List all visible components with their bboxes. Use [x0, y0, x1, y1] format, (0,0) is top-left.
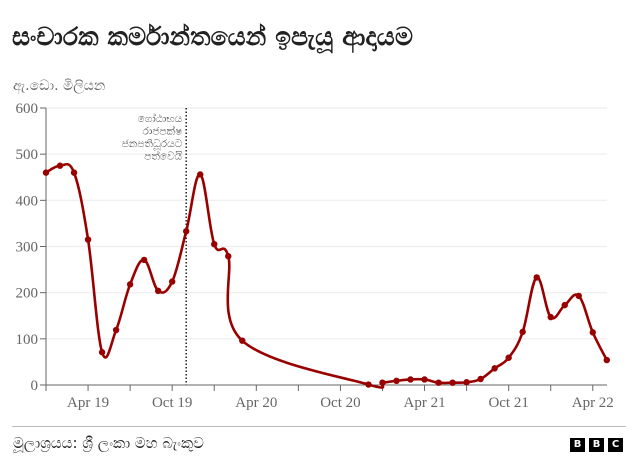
data-point — [547, 313, 554, 321]
data-point — [42, 169, 50, 176]
data-point — [561, 301, 568, 309]
y-tick-label: 300 — [16, 240, 39, 256]
data-point — [239, 337, 246, 344]
annotation-text: රාජපක්ෂ — [143, 123, 183, 137]
annotation-text: ගෝඨාභය — [138, 111, 183, 125]
annotation-text: පත්වෙයි — [144, 148, 182, 162]
data-point — [435, 379, 442, 386]
data-point — [477, 375, 484, 383]
y-tick-label: 600 — [16, 101, 39, 117]
data-point — [70, 169, 78, 176]
y-tick-label: 500 — [16, 147, 39, 163]
y-tick-label: 100 — [16, 332, 39, 348]
data-point — [126, 281, 134, 288]
data-point — [463, 379, 470, 386]
y-axis: 0 100 200 300 400 500 600 — [16, 101, 47, 394]
bbc-logo: B B C — [570, 438, 623, 452]
x-tick-label: Apr 19 — [67, 395, 109, 411]
data-point — [98, 349, 106, 356]
data-point — [154, 287, 162, 295]
data-point — [365, 381, 372, 388]
x-tick-label: Oct 20 — [320, 395, 360, 411]
x-tick-label: Oct 21 — [488, 395, 528, 411]
annotation-text: ජනපතිධූරයට — [122, 138, 183, 150]
data-point — [140, 256, 148, 264]
source-text: මූලාශ්‍රයය: ශ්‍රී ලංකා මහ බැංකුව — [13, 434, 204, 452]
bbc-logo-letter: C — [608, 438, 623, 452]
x-tick-label: Apr 21 — [404, 395, 446, 411]
data-point — [211, 240, 218, 248]
data-point — [449, 379, 456, 386]
footer-divider — [12, 426, 626, 427]
line-chart: 0 100 200 300 400 500 600 Apr 19 Oct 19 Apr 20 Oc… — [16, 101, 614, 411]
data-point — [575, 292, 582, 300]
data-point — [421, 376, 428, 383]
y-tick-label: 200 — [16, 286, 39, 302]
y-axis-unit-label: ඇ.ඩො. මිලියන — [13, 78, 106, 94]
data-point — [168, 278, 176, 285]
bbc-logo-letter: B — [570, 438, 585, 452]
data-point — [84, 236, 92, 243]
bbc-logo-letter: B — [589, 438, 604, 452]
data-point — [603, 356, 610, 364]
data-point — [379, 379, 386, 386]
y-tick-label: 400 — [16, 193, 39, 209]
data-point — [533, 274, 540, 281]
data-point — [393, 377, 400, 385]
data-point — [407, 376, 414, 383]
data-point — [519, 328, 526, 336]
chart-title: සංචාරක කර්මාන්තයෙන් ඉපැයූ ආදායම — [12, 22, 414, 51]
data-point — [183, 228, 190, 235]
data-line — [44, 162, 609, 389]
data-point — [505, 354, 512, 361]
gridlines — [46, 107, 607, 340]
data-point — [112, 326, 120, 334]
data-points — [42, 162, 610, 388]
y-tick-label: 0 — [31, 378, 39, 394]
data-point — [225, 252, 232, 260]
x-tick-label: Oct 19 — [152, 395, 192, 411]
data-point — [56, 162, 64, 169]
x-tick-label: Apr 20 — [235, 395, 277, 411]
data-point — [197, 171, 204, 178]
x-axis: Apr 19 Oct 19 Apr 20 Oct 20 Apr 21 Oct 21 Apr … — [40, 384, 614, 411]
data-point — [589, 329, 596, 336]
x-tick-label: Apr 22 — [572, 395, 614, 411]
data-point — [491, 365, 498, 372]
